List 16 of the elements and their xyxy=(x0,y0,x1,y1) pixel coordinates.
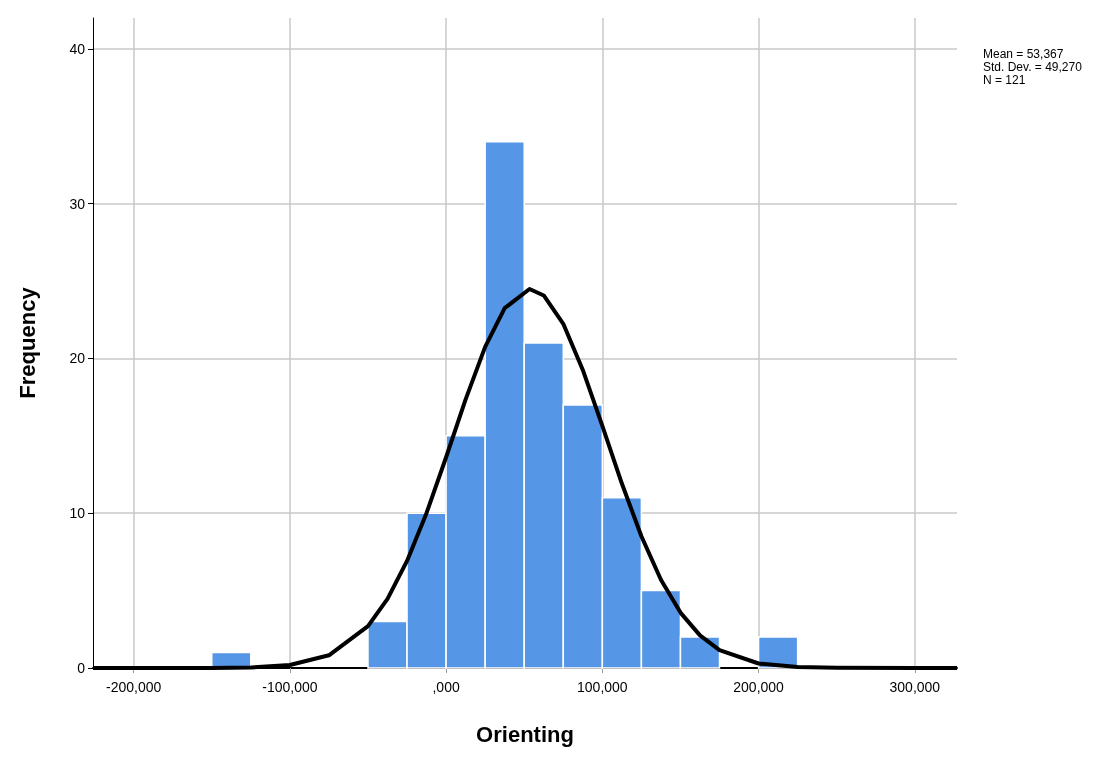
text: N = 121 xyxy=(983,73,1026,87)
y-axis-title: Frequency xyxy=(14,286,40,399)
x-tick-label: -100,000 xyxy=(262,679,318,695)
x-tick-label: 200,000 xyxy=(733,679,785,695)
x-tick-label: 300,000 xyxy=(889,679,941,695)
x-tick-label: 100,000 xyxy=(577,679,628,695)
y-tick-label: 0 xyxy=(77,660,86,676)
x-tick-label: -200,000 xyxy=(105,679,162,695)
x-axis-title: Orienting xyxy=(476,721,574,747)
y-tick-label: 20 xyxy=(69,350,86,367)
y-tick-label: 40 xyxy=(69,40,86,57)
y-tick-label: 30 xyxy=(69,195,86,212)
text: Std. Dev. = 49,270 xyxy=(983,60,1083,74)
x-tick-label: ,000 xyxy=(432,679,460,695)
text: Mean = 53,367 xyxy=(983,47,1064,61)
y-tick-label: 10 xyxy=(69,505,86,522)
